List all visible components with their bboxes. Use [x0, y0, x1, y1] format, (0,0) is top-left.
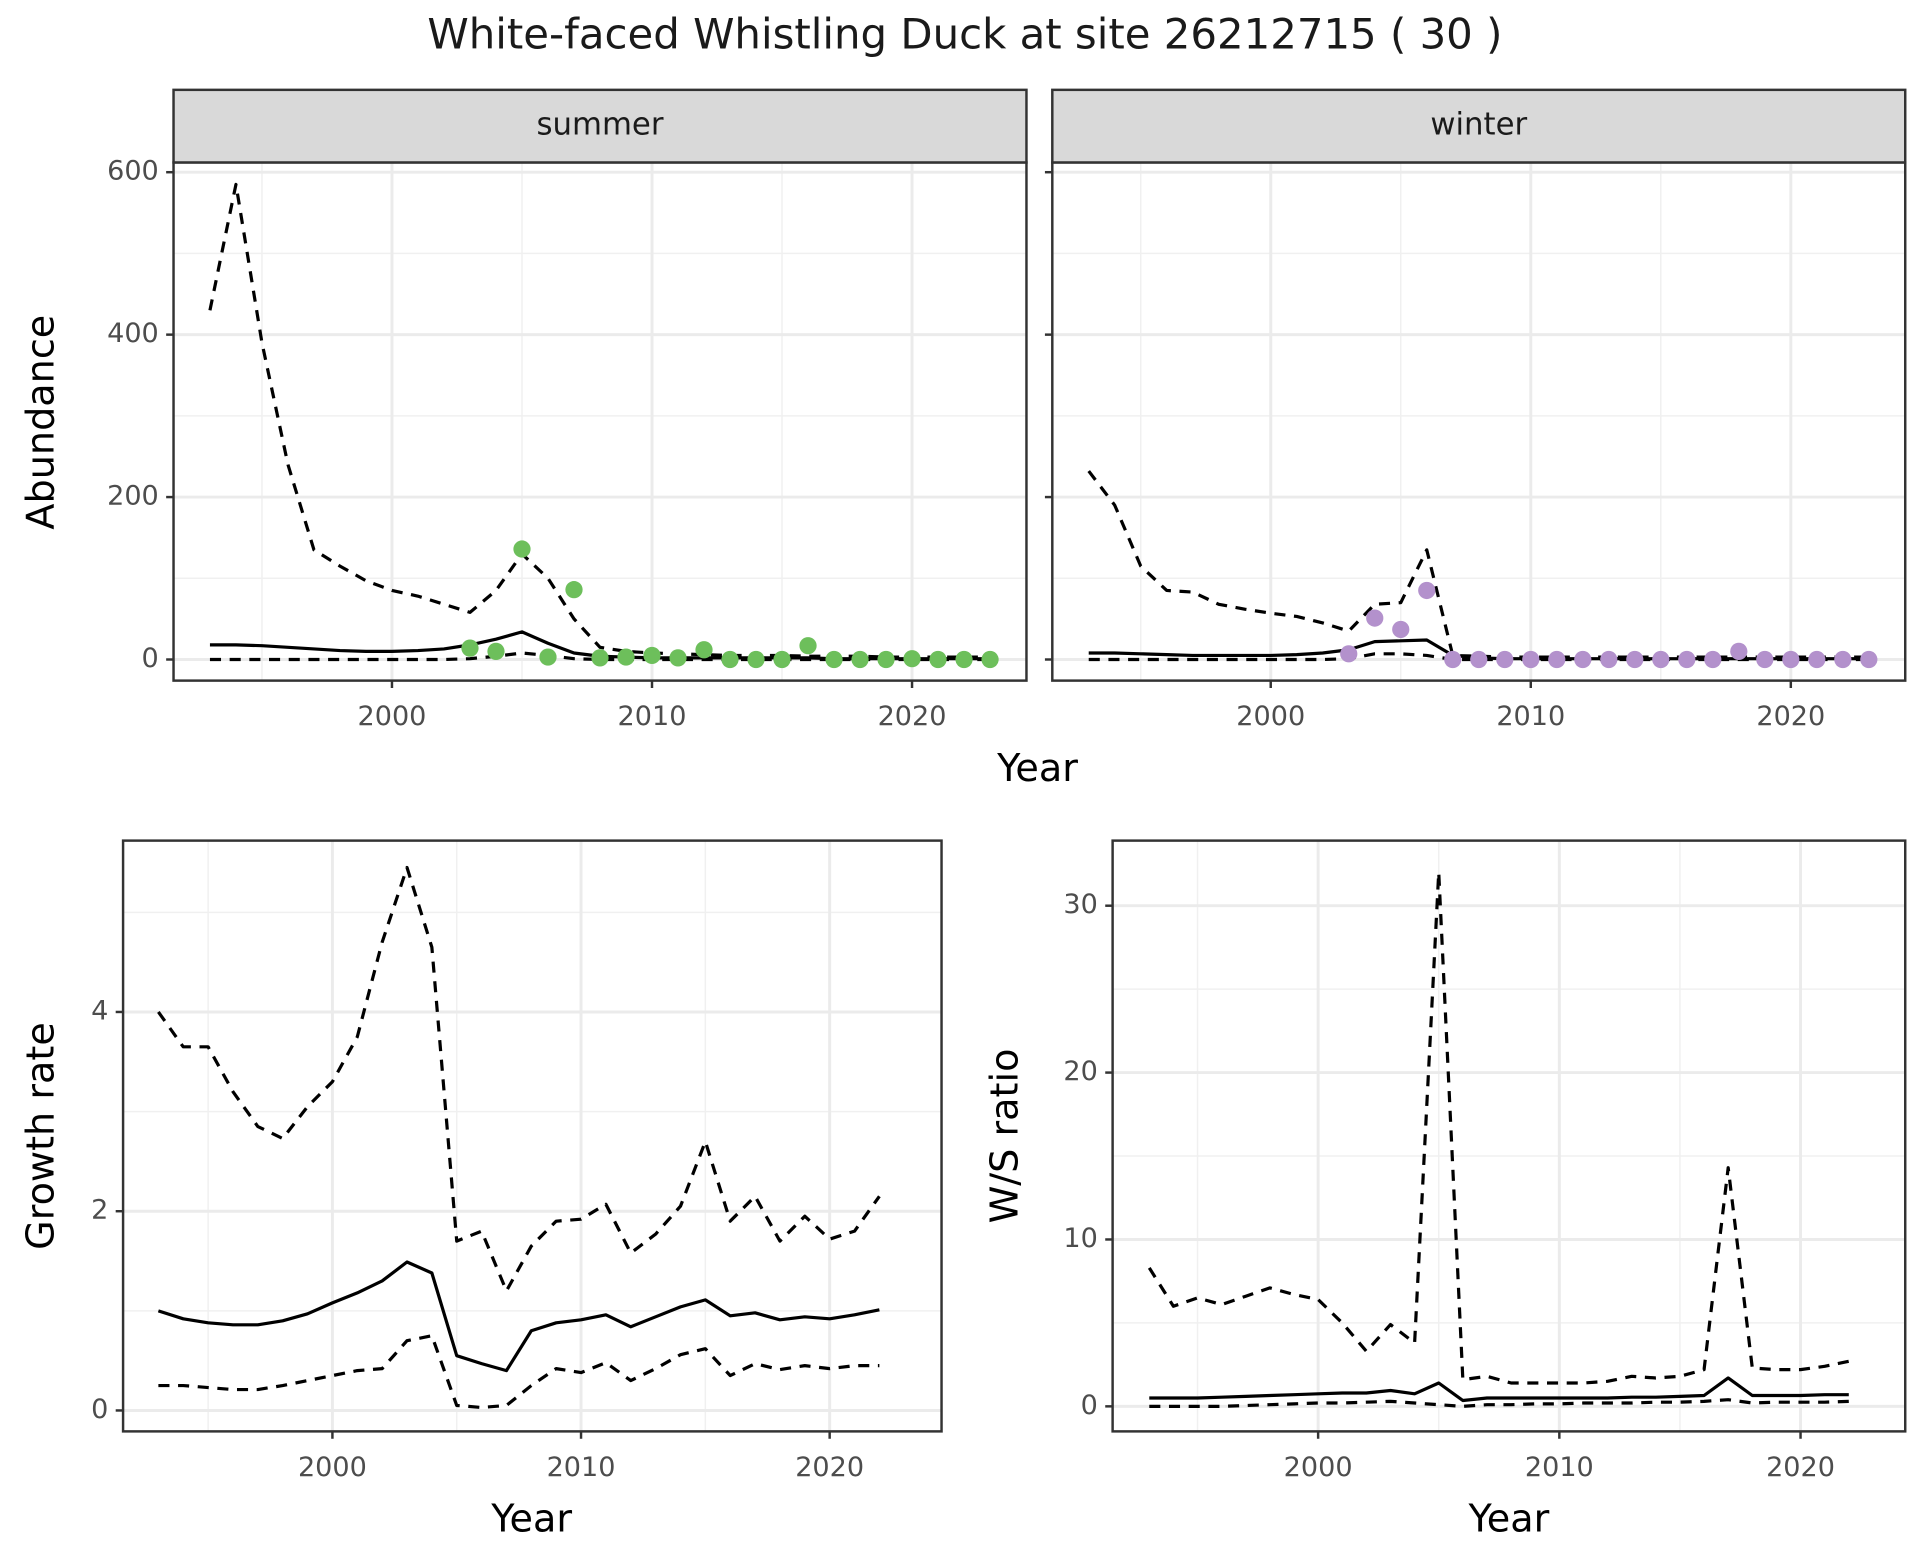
x-tick-label: 2020 [795, 1452, 864, 1483]
data-point [1782, 650, 1800, 669]
data-point [1730, 642, 1748, 660]
panel-background [1052, 162, 1906, 681]
data-point [1366, 609, 1384, 627]
facet-label: summer [537, 107, 664, 143]
panel-background [1112, 840, 1906, 1432]
data-point [1808, 650, 1826, 669]
data-point [1626, 650, 1644, 669]
data-point [747, 650, 765, 669]
figure-title: White-faced Whistling Duck at site 26212… [427, 9, 1502, 58]
data-point [591, 649, 609, 667]
data-point [1522, 650, 1540, 669]
x-axis-title: Year [1468, 1497, 1550, 1541]
y-tick-label: 400 [107, 318, 159, 349]
data-point [695, 641, 713, 659]
data-point [929, 650, 947, 669]
series-line [157, 1260, 880, 1373]
panel-border [121, 839, 943, 1433]
series-line [157, 865, 881, 1293]
data-point [1678, 650, 1696, 669]
facet-label: winter [1430, 107, 1527, 143]
series-line [1149, 1376, 1849, 1403]
x-tick-label: 2000 [1236, 701, 1305, 732]
data-point [1418, 581, 1436, 600]
x-tick-label: 2010 [547, 1452, 616, 1483]
data-point [1756, 650, 1774, 669]
y-tick-label: 4 [91, 995, 108, 1026]
y-tick-label: 600 [107, 156, 159, 187]
x-tick-label: 2010 [618, 701, 687, 732]
x-axis-title: Year [490, 1497, 572, 1541]
data-point [565, 581, 583, 599]
panel-border [1111, 839, 1907, 1433]
data-point [877, 650, 895, 669]
data-point [539, 648, 557, 666]
series-line [208, 182, 991, 659]
panel-background [123, 840, 942, 1432]
data-point [955, 650, 973, 669]
data-point [903, 650, 921, 668]
data-point [487, 642, 505, 660]
x-tick-label: 2020 [1756, 701, 1825, 732]
data-point [1340, 645, 1358, 663]
data-point [1470, 650, 1488, 669]
data-point [981, 650, 999, 669]
x-tick-label: 2020 [1766, 1452, 1835, 1483]
data-point [1548, 650, 1566, 669]
x-tick-label: 2020 [878, 701, 947, 732]
x-tick-label: 2000 [358, 701, 427, 732]
y-tick-label: 200 [107, 481, 159, 512]
x-axis-title: Year [996, 746, 1078, 790]
data-point [1392, 620, 1410, 639]
x-tick-label: 2000 [1284, 1452, 1353, 1483]
data-point [1704, 650, 1722, 669]
y-axis-title: Growth rate [19, 1022, 63, 1250]
data-point [825, 650, 843, 669]
data-point [851, 650, 869, 669]
data-point [617, 648, 635, 666]
y-axis-title: Abundance [19, 315, 63, 530]
data-point [1600, 650, 1618, 669]
data-point [513, 540, 531, 558]
x-tick-label: 2010 [1525, 1452, 1594, 1483]
data-point [721, 650, 739, 669]
y-axis-title: W/S ratio [982, 1049, 1026, 1224]
y-tick-label: 0 [1081, 1390, 1098, 1421]
facet-strip [172, 88, 1028, 164]
data-point [643, 646, 661, 665]
data-point [1834, 650, 1852, 669]
y-tick-label: 2 [91, 1195, 108, 1226]
y-tick-label: 10 [1063, 1223, 1097, 1254]
y-tick-label: 0 [91, 1394, 108, 1425]
data-point [799, 637, 817, 655]
y-tick-label: 30 [1063, 889, 1097, 920]
panel-background [173, 162, 1027, 681]
data-point [1652, 650, 1670, 669]
series-line [1147, 870, 1850, 1385]
data-point [669, 649, 687, 667]
facet-strip [1051, 88, 1907, 164]
data-point [461, 639, 479, 657]
series-line [158, 1334, 880, 1410]
data-point [1860, 650, 1878, 669]
data-point [1496, 650, 1514, 669]
y-tick-label: 0 [142, 643, 159, 674]
x-tick-label: 2000 [298, 1452, 367, 1483]
data-point [1444, 650, 1462, 669]
y-tick-label: 20 [1063, 1056, 1097, 1087]
x-tick-label: 2010 [1496, 701, 1565, 732]
data-point [773, 650, 791, 669]
data-point [1574, 650, 1592, 669]
